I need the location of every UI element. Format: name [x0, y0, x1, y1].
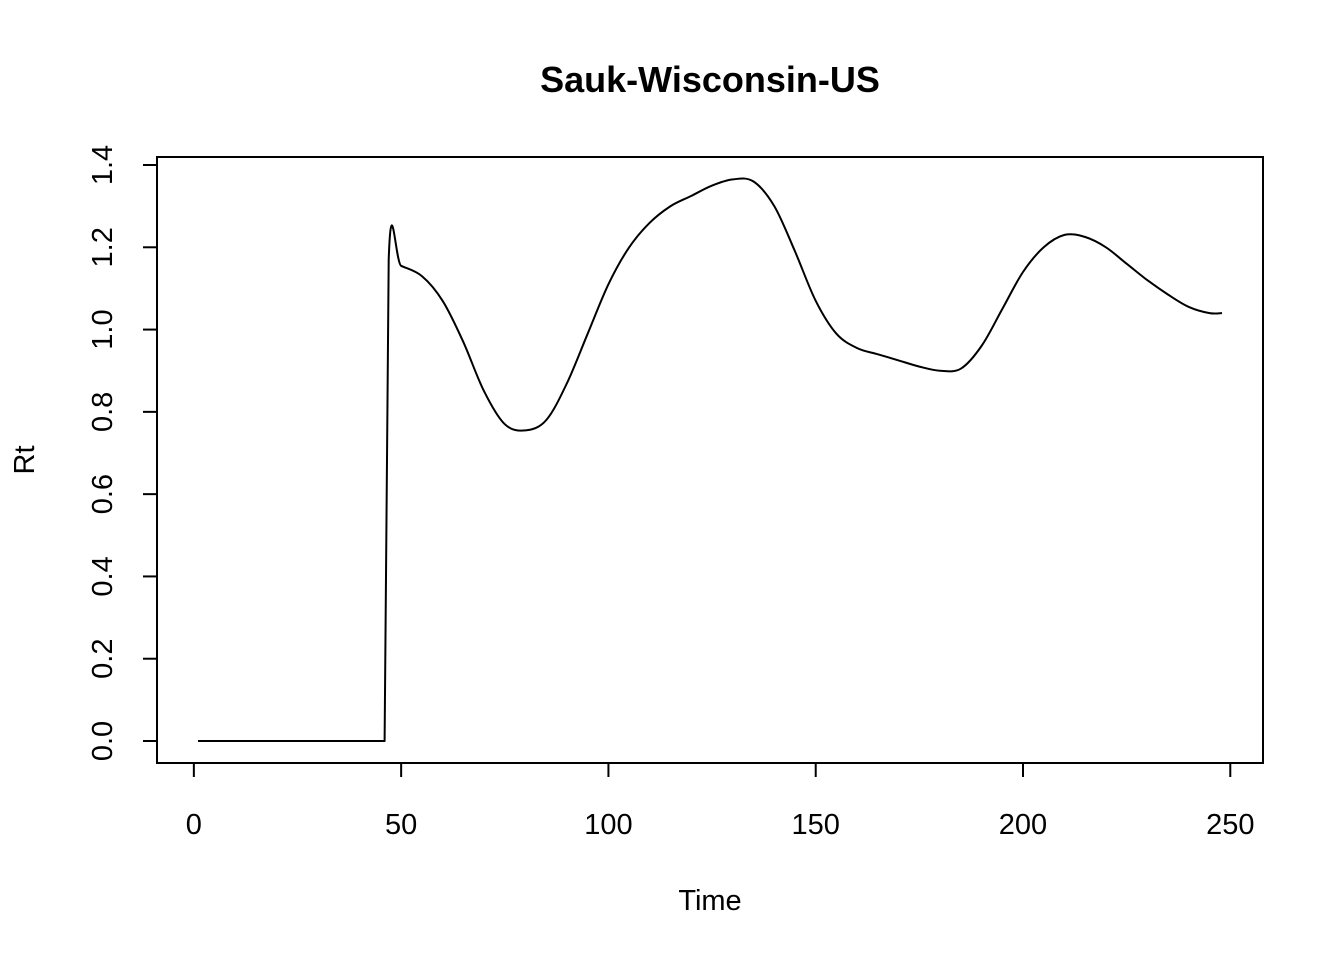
y-tick-label: 0.0 — [87, 721, 119, 761]
y-tick-label: 0.8 — [87, 392, 119, 432]
series-line-rt — [198, 177, 1223, 742]
plot-frame — [156, 156, 1264, 764]
y-axis: 0.0 0.2 0.4 0.6 0.8 1.0 1.2 1.4 — [87, 145, 158, 761]
x-tick-label: 100 — [584, 809, 632, 841]
x-tick-label: 250 — [1206, 809, 1254, 841]
x-tick-label: 200 — [999, 809, 1047, 841]
chart-title: Sauk-Wisconsin-US — [540, 59, 880, 100]
y-axis-label: Rt — [9, 446, 41, 475]
y-tick-label: 1.2 — [87, 227, 119, 267]
y-tick-label: 0.6 — [87, 474, 119, 514]
x-tick-label: 50 — [385, 809, 417, 841]
x-axis: 0 50 100 150 200 250 — [186, 762, 1254, 841]
x-tick-label: 0 — [186, 809, 202, 841]
y-tick-label: 0.4 — [87, 556, 119, 596]
y-tick-label: 1.4 — [87, 145, 119, 185]
y-tick-label: 1.0 — [87, 309, 119, 349]
x-tick-label: 150 — [792, 809, 840, 841]
x-axis-label: Time — [678, 885, 741, 917]
y-tick-label: 0.2 — [87, 639, 119, 679]
